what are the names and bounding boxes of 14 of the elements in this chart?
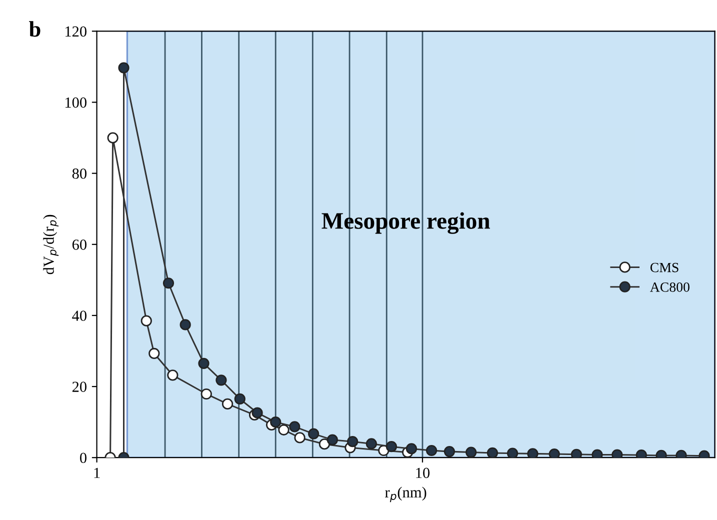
y-tick-label: 120 (66, 26, 86, 37)
text: b (29, 21, 40, 37)
y-tick-label: 80 (72, 168, 86, 179)
y-tick-label: 20 (72, 382, 86, 392)
y-tick-label: 60 (72, 240, 86, 250)
y-tick-label: 100 (66, 97, 86, 108)
legend-label: AC800 (650, 282, 690, 292)
legend-label: CMS (650, 262, 678, 272)
x-axis-title: r$_{p}$(nm) (385, 486, 426, 502)
y-tick-label: 0 (80, 452, 86, 464)
y-tick-label: 40 (72, 310, 86, 321)
x-tick-label: 1 (94, 468, 100, 478)
x-tick-label: 10 (416, 468, 430, 478)
y-axis-title: dV$_{p}$/d(r$_{p}$) (43, 214, 58, 274)
